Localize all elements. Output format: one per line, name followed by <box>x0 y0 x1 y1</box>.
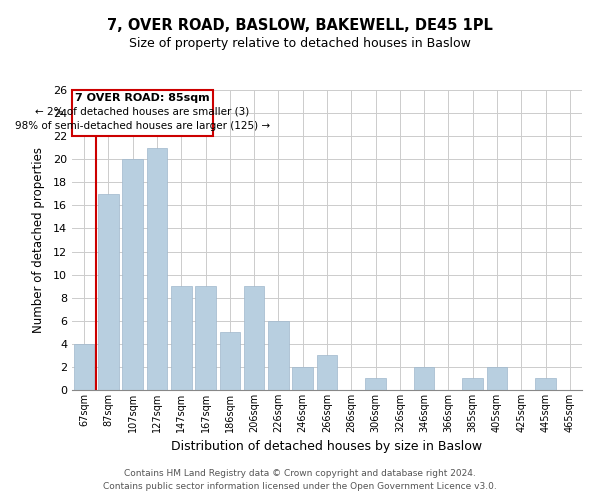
Text: 7 OVER ROAD: 85sqm: 7 OVER ROAD: 85sqm <box>75 93 210 103</box>
Bar <box>268 321 289 390</box>
Text: 7, OVER ROAD, BASLOW, BAKEWELL, DE45 1PL: 7, OVER ROAD, BASLOW, BAKEWELL, DE45 1PL <box>107 18 493 32</box>
Bar <box>244 286 265 390</box>
Bar <box>292 367 313 390</box>
FancyBboxPatch shape <box>72 90 213 136</box>
Text: Size of property relative to detached houses in Baslow: Size of property relative to detached ho… <box>129 38 471 51</box>
Text: Contains public sector information licensed under the Open Government Licence v3: Contains public sector information licen… <box>103 482 497 491</box>
Bar <box>146 148 167 390</box>
Bar <box>414 367 434 390</box>
Bar <box>171 286 191 390</box>
Bar <box>365 378 386 390</box>
Bar <box>487 367 508 390</box>
Bar <box>122 159 143 390</box>
Bar <box>317 356 337 390</box>
Bar <box>220 332 240 390</box>
Text: ← 2% of detached houses are smaller (3): ← 2% of detached houses are smaller (3) <box>35 107 250 117</box>
Bar <box>535 378 556 390</box>
Bar <box>74 344 94 390</box>
Bar <box>463 378 483 390</box>
Bar <box>195 286 216 390</box>
Text: Contains HM Land Registry data © Crown copyright and database right 2024.: Contains HM Land Registry data © Crown c… <box>124 468 476 477</box>
Bar <box>98 194 119 390</box>
Y-axis label: Number of detached properties: Number of detached properties <box>32 147 44 333</box>
X-axis label: Distribution of detached houses by size in Baslow: Distribution of detached houses by size … <box>172 440 482 454</box>
Text: 98% of semi-detached houses are larger (125) →: 98% of semi-detached houses are larger (… <box>15 121 270 131</box>
